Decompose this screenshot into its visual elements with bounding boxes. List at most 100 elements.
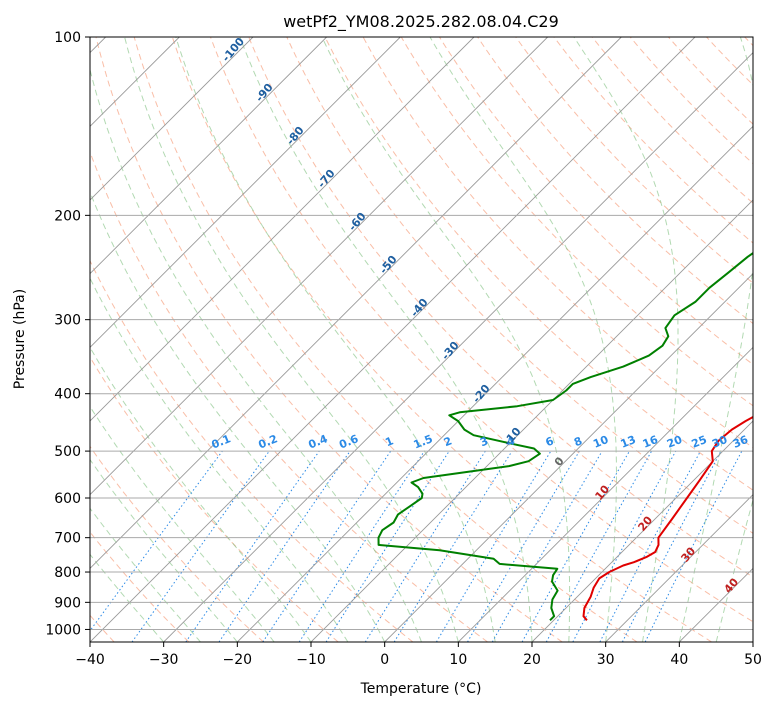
dry-adiabat-line xyxy=(171,37,712,642)
mixing-ratio-line xyxy=(599,450,701,642)
mixing-ratio-label: 1 xyxy=(383,434,395,449)
dewpoint-profile-line xyxy=(377,251,753,622)
y-tick-label: 700 xyxy=(54,531,81,547)
dry-adiabat-line xyxy=(629,37,753,165)
isotherm-line xyxy=(90,37,622,569)
background-lines xyxy=(90,37,753,642)
dry-adiabat-label: 30 xyxy=(678,544,698,564)
y-tick-label: 500 xyxy=(54,444,81,460)
isotherm-line xyxy=(458,346,753,642)
y-tick-label: 100 xyxy=(54,30,81,46)
x-tick-label: −40 xyxy=(75,652,105,668)
mixing-ratio-line xyxy=(521,450,630,642)
isotherm-line xyxy=(90,37,696,642)
dry-adiabat-line xyxy=(90,150,488,642)
mixing-ratio-label: 0.2 xyxy=(256,432,279,451)
isotherm-line xyxy=(90,37,254,201)
mixing-ratio-label: 0.4 xyxy=(306,432,329,451)
x-axis: −40 −30 −20 −10 0 10 20 30 40 50 xyxy=(75,642,762,668)
plot-frame xyxy=(89,36,754,643)
moist-adiabat-line xyxy=(175,37,496,642)
chart-title: wetPf2_YM08.2025.282.08.04.C29 xyxy=(283,12,559,32)
mixing-ratio-line xyxy=(185,450,320,642)
dry-adiabat-label: -90 xyxy=(253,81,276,105)
mixing-ratio-line xyxy=(572,450,677,642)
isotherm-line xyxy=(237,125,753,642)
moist-adiabat-line xyxy=(90,458,238,642)
mixing-ratio-label: 30 xyxy=(710,433,729,451)
isotherm-line xyxy=(531,420,753,642)
temperature-profile-line xyxy=(582,415,753,621)
mixing-ratio-line xyxy=(491,450,603,642)
moist-adiabat-line xyxy=(90,553,165,642)
y-axis: 100 200 300 400 500 600 700 800 900 1000 xyxy=(45,30,90,638)
y-tick-label: 300 xyxy=(54,313,81,329)
dry-adiabat-line xyxy=(400,37,753,407)
x-tick-label: 10 xyxy=(449,652,467,668)
mixing-ratio-label: 20 xyxy=(665,433,684,451)
mixing-ratio-label: 10 xyxy=(591,433,610,451)
dry-adiabat-label: 0 xyxy=(552,454,567,468)
dry-adiabat-line xyxy=(591,37,753,204)
mixing-ratio-label: 8 xyxy=(572,434,584,449)
moist-adiabat-line xyxy=(239,37,533,642)
isotherm-line xyxy=(163,52,753,642)
dry-adiabat-line xyxy=(477,37,753,325)
dry-adiabat-line xyxy=(90,531,190,642)
isotherm-line xyxy=(90,37,548,496)
x-tick-label: 30 xyxy=(597,652,615,668)
moist-adiabat-line xyxy=(124,37,459,642)
mixing-ratio-label: 36 xyxy=(731,433,750,451)
mixing-ratio-label: 2 xyxy=(442,434,454,449)
mixing-ratio-label: 25 xyxy=(690,433,709,451)
dry-adiabat-line xyxy=(90,259,414,642)
dry-adiabat-line xyxy=(324,37,753,491)
x-axis-label: Temperature (°C) xyxy=(360,681,482,697)
dry-adiabat-label: -30 xyxy=(439,339,462,363)
mixing-ratio-line xyxy=(218,450,351,642)
y-tick-label: 1000 xyxy=(45,622,81,638)
moist-adiabat-line xyxy=(90,346,312,642)
profile-lines xyxy=(377,251,753,622)
dry-adiabat-line xyxy=(90,356,339,642)
mixing-ratio-label: 13 xyxy=(619,433,638,451)
dry-adiabat-line xyxy=(210,37,753,623)
dry-adiabat-line xyxy=(553,37,753,244)
x-tick-label: 0 xyxy=(380,652,389,668)
isopleth-labels: 0.1 0.2 0.4 0.6 1 1.5 2 3 4 6 8 10 13 16 20 25 30 36-100-… xyxy=(210,35,751,596)
x-tick-label: −20 xyxy=(223,652,253,668)
x-tick-label: −10 xyxy=(296,652,326,668)
isotherm-line xyxy=(752,641,753,642)
mixing-ratio-line xyxy=(467,450,580,642)
mixing-ratio-line xyxy=(90,450,223,632)
dry-adiabat-label: -60 xyxy=(346,210,369,234)
mixing-ratio-line xyxy=(435,450,552,642)
mixing-ratio-label: 3 xyxy=(478,434,490,449)
y-tick-label: 800 xyxy=(54,565,81,581)
isotherm-line xyxy=(90,37,475,422)
x-tick-label: 40 xyxy=(670,652,688,668)
mixing-ratio-line xyxy=(364,450,486,642)
moist-adiabat-line xyxy=(321,37,571,642)
dry-adiabat-line xyxy=(133,37,638,642)
dry-adiabat-line xyxy=(515,37,753,284)
isotherm-line xyxy=(90,37,401,348)
isotherm-line xyxy=(310,199,753,642)
dry-adiabat-line xyxy=(90,445,264,642)
moist-adiabat-line xyxy=(715,498,753,642)
x-tick-label: −30 xyxy=(149,652,179,668)
isotherm-line xyxy=(384,273,753,642)
moist-adiabat-line xyxy=(573,37,679,642)
dry-adiabat-label: -100 xyxy=(219,35,247,65)
x-tick-label: 50 xyxy=(744,652,762,668)
dry-adiabat-label: -40 xyxy=(408,296,431,320)
mixing-ratio-line xyxy=(262,450,392,642)
moist-adiabat-line xyxy=(90,507,201,642)
mixing-ratio-line xyxy=(393,450,513,642)
dry-adiabat-line xyxy=(95,37,563,642)
moist-adiabat-line xyxy=(90,67,422,642)
moist-adiabat-line xyxy=(90,190,386,642)
dry-adiabat-label: 10 xyxy=(592,482,612,502)
moist-adiabat-line xyxy=(90,405,275,642)
mixing-ratio-line xyxy=(131,450,270,642)
